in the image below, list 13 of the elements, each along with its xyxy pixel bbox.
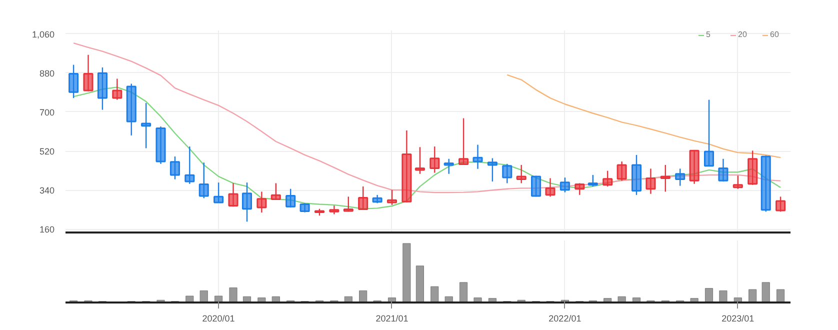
y-tick-label: 520	[39, 146, 55, 157]
x-tick-label: 2020/01	[202, 314, 235, 324]
y-tick-label: 340	[39, 186, 55, 196]
x-tick-label: 2021/01	[376, 314, 408, 324]
y-tick-label: 160	[39, 224, 55, 235]
legend-label: 5	[706, 30, 712, 39]
x-tick-label: 2022/01	[548, 314, 582, 324]
legend-label: 60	[770, 30, 780, 39]
x-tick-label: 2023/01	[722, 314, 754, 324]
y-tick-label: 700	[39, 107, 55, 118]
y-tick-label: 880	[39, 68, 55, 78]
legend-label: 20	[738, 30, 748, 39]
y-tick-label: 1,060	[32, 29, 55, 40]
